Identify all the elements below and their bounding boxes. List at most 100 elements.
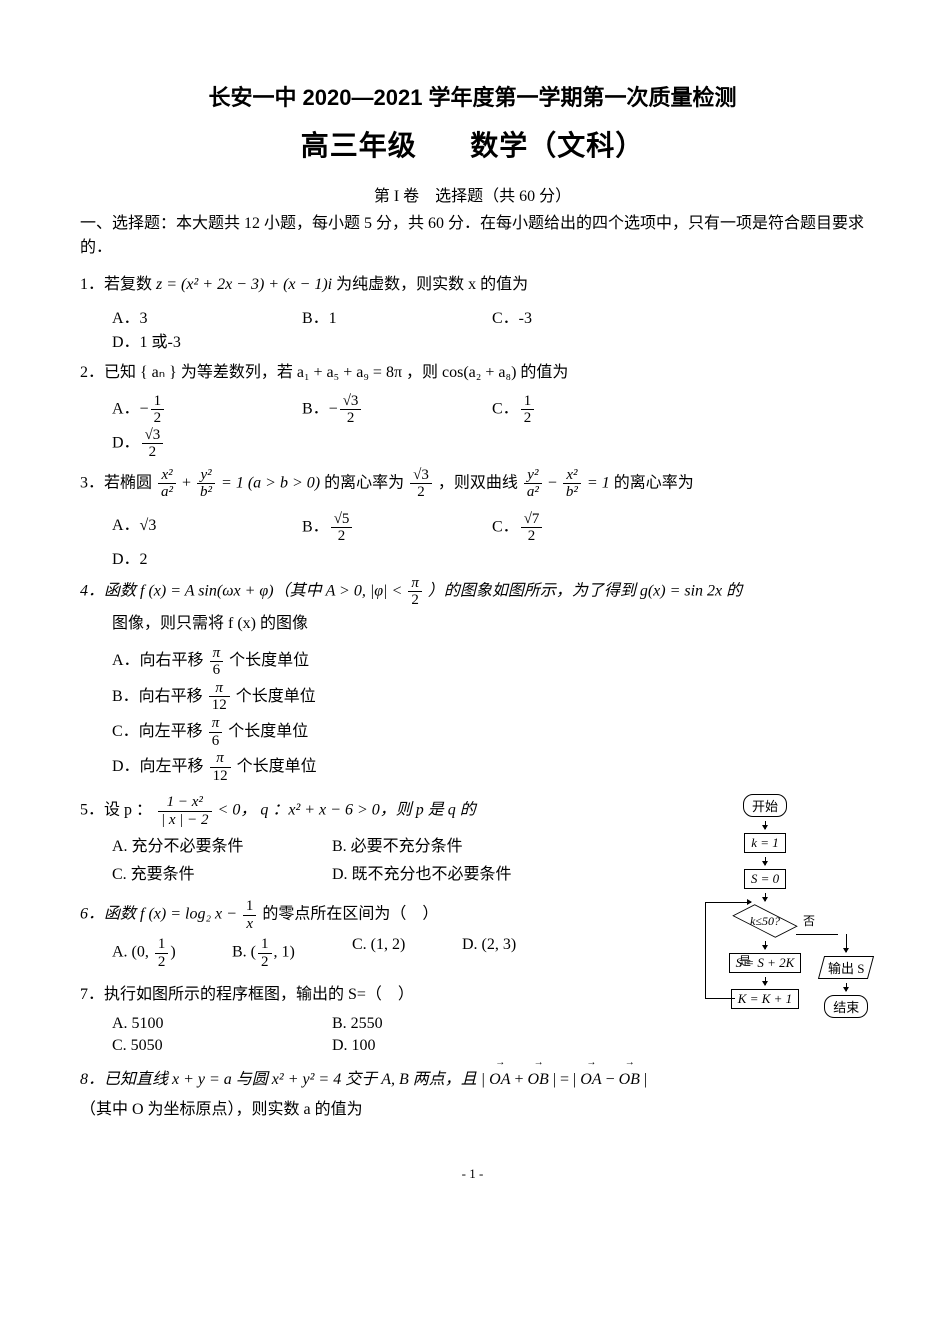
q3-c-den: 2: [521, 528, 543, 545]
title-line1: 长安一中 2020—2021 学年度第一学期第一次质量检测: [80, 80, 865, 112]
q4-c-num: π: [209, 715, 223, 733]
q2-c-den: 2: [521, 410, 535, 427]
q4-opt-a: A．向右平移 π6 个长度单位: [112, 643, 865, 678]
q8-a: 8．已知直线 x + y = a 与圆 x² + y² = 4 交于 A, B …: [80, 1071, 489, 1088]
q6-opt-d: D. (2, 3): [462, 936, 572, 970]
q6-b-den: 2: [258, 954, 272, 971]
q2-d-pre: D．: [112, 434, 140, 451]
question-8: 8．已知直线 x + y = a 与圆 x² + y² = 4 交于 A, B …: [80, 1065, 865, 1126]
q4-options: A．向右平移 π6 个长度单位 B．向右平移 π12 个长度单位 C．向左平移 …: [112, 643, 865, 784]
q5-opt-a: A. 充分不必要条件: [112, 832, 332, 856]
subject-label: 数学（文科）: [470, 130, 644, 161]
fc-arrow-icon: [846, 983, 847, 991]
q1-expr: z = (x² + 2x − 3) + (x − 1)i: [156, 276, 332, 293]
fc-output: 输出 S: [818, 956, 875, 979]
q3-opt-a: A．√3: [112, 511, 302, 545]
q5-a: 5．设 p ：: [80, 802, 152, 819]
q4-b-num: π: [209, 680, 230, 698]
q3-e2d: b²: [197, 484, 215, 501]
q3-h1d: a²: [524, 484, 542, 501]
question-5: 5．设 p ： 1 − x²| x | − 2 < 0， q ：x² + x −…: [80, 794, 620, 828]
q2-b-pre: B．−: [302, 400, 338, 417]
flowchart-diagram: 开始 k = 1 S = 0 k≤50? 是 S = S + 2K K = K …: [665, 794, 865, 1009]
q4-a-den: 6: [210, 662, 224, 679]
q3-b: 的离心率为: [324, 474, 408, 491]
q8-b: |: [640, 1071, 647, 1088]
q2-opt-b: B．−√32: [302, 393, 492, 427]
q2-b-den: 2: [340, 410, 362, 427]
q8-minus: −: [602, 1071, 619, 1088]
q2-a-den: 2: [151, 410, 165, 427]
q2-b-num: √3: [340, 393, 362, 411]
q6-b-pre: B. (: [232, 944, 256, 961]
fc-arrow-icon: [765, 857, 766, 865]
q2-d-num: √3: [142, 427, 164, 445]
q3-d: 的离心率为: [614, 474, 694, 491]
fc-loop-hline-bot: [705, 998, 735, 999]
grade-label: 高三年级: [301, 130, 417, 161]
q3-ed: 2: [410, 484, 432, 501]
fc-no-label: 否: [803, 912, 815, 929]
q6-a-pre: A. (0,: [112, 944, 153, 961]
fc-arrow-icon: [765, 893, 766, 901]
q6-a-suf: ): [170, 944, 175, 961]
q3-h2n: x²: [563, 467, 581, 485]
q5-b: < 0， q ：x² + x − 6 > 0，则 p 是 q 的: [218, 802, 476, 819]
q4-c-den: 6: [209, 733, 223, 750]
q2-opt-c: C．12: [492, 393, 682, 427]
q1-opt-b: B．1: [302, 304, 492, 328]
q2-a-pre: A．−: [112, 400, 149, 417]
fc-arrow-icon: [765, 941, 766, 949]
fc-loop-hline-top: [705, 902, 751, 903]
q4-c-suf: 个长度单位: [224, 723, 308, 740]
q3-opt-b: B．√52: [302, 511, 492, 545]
q4-c: 图像，则只需将 f (x) 的图像: [112, 609, 865, 639]
q3-en: √3: [410, 467, 432, 485]
q7-options: A. 5100 B. 2550 C. 5050 D. 100: [112, 1015, 620, 1055]
q8-oa2: OA: [580, 1065, 601, 1095]
q3-b-pre: B．: [302, 518, 329, 535]
q3-et: = 1 (a > b > 0): [221, 474, 320, 491]
q2-a-num: 1: [151, 393, 165, 411]
question-1: 1．若复数 z = (x² + 2x − 3) + (x − 1)i 为纯虚数，…: [80, 270, 865, 300]
q2-opt-a: A．−12: [112, 393, 302, 427]
question-6: 6．函数 f (x) = log₂ x − 1x 的零点所在区间为（ ）: [80, 898, 620, 932]
q1-stem-suffix: 为纯虚数，则实数 x 的值为: [332, 276, 528, 293]
question-7: 7．执行如图所示的程序框图，输出的 S=（ ）: [80, 980, 620, 1010]
q3-minus: −: [548, 474, 561, 491]
q8-plus: +: [510, 1071, 527, 1088]
q3-e2n: y²: [197, 467, 215, 485]
fc-start: 开始: [743, 794, 787, 817]
question-4: 4．函数 f (x) = A sin(ωx + φ)（其中 A > 0, |φ|…: [80, 575, 865, 639]
q4-b-den: 12: [209, 697, 230, 714]
q3-h1n: y²: [524, 467, 542, 485]
q1-stem-prefix: 1．若复数: [80, 276, 156, 293]
q5-q7-left: 5．设 p ： 1 − x²| x | − 2 < 0， q ：x² + x −…: [80, 794, 620, 1054]
q4-b: ）的图象如图所示，为了得到 g(x) = sin 2x 的: [428, 582, 742, 599]
q4-a-suf: 个长度单位: [225, 652, 309, 669]
fc-right-col: 输出 S 结束: [821, 952, 871, 1018]
q3-options: A．√3 B．√52 C．√72 D．2: [112, 511, 865, 569]
q2-c-num: 1: [521, 393, 535, 411]
q6-a-num: 1: [155, 936, 169, 954]
fc-step-k: K = K + 1: [731, 989, 799, 1009]
q6-b-suf: , 1): [274, 944, 295, 961]
instructions: 一、选择题：本大题共 12 小题，每小题 5 分，共 60 分．在每小题给出的四…: [80, 212, 865, 260]
fc-loop-vline: [705, 902, 706, 999]
q6-a-den: 2: [155, 954, 169, 971]
q8-mid: | = |: [549, 1071, 580, 1088]
q3-e1d: a²: [158, 484, 176, 501]
fc-end: 结束: [824, 995, 868, 1018]
fc-arrow-icon: [765, 821, 766, 829]
section-header: 第 I 卷 选择题（共 60 分）: [80, 182, 865, 206]
fc-yes-label: 是: [739, 952, 751, 969]
q6-opt-b: B. (12, 1): [232, 936, 352, 970]
fc-hline: [796, 934, 838, 935]
fc-output-label: 输出 S: [828, 958, 864, 977]
q4-a: 4．函数 f (x) = A sin(ωx + φ)（其中 A > 0, |φ|…: [80, 582, 406, 599]
q4-d-pre: D．向左平移: [112, 758, 208, 775]
q8-c: （其中 O 为坐标原点），则实数 a 的值为: [80, 1095, 865, 1125]
q5-fd: | x | − 2: [158, 812, 212, 829]
title-line2: 高三年级 数学（文科）: [80, 124, 865, 164]
q4-opt-c: C．向左平移 π6 个长度单位: [112, 714, 865, 749]
